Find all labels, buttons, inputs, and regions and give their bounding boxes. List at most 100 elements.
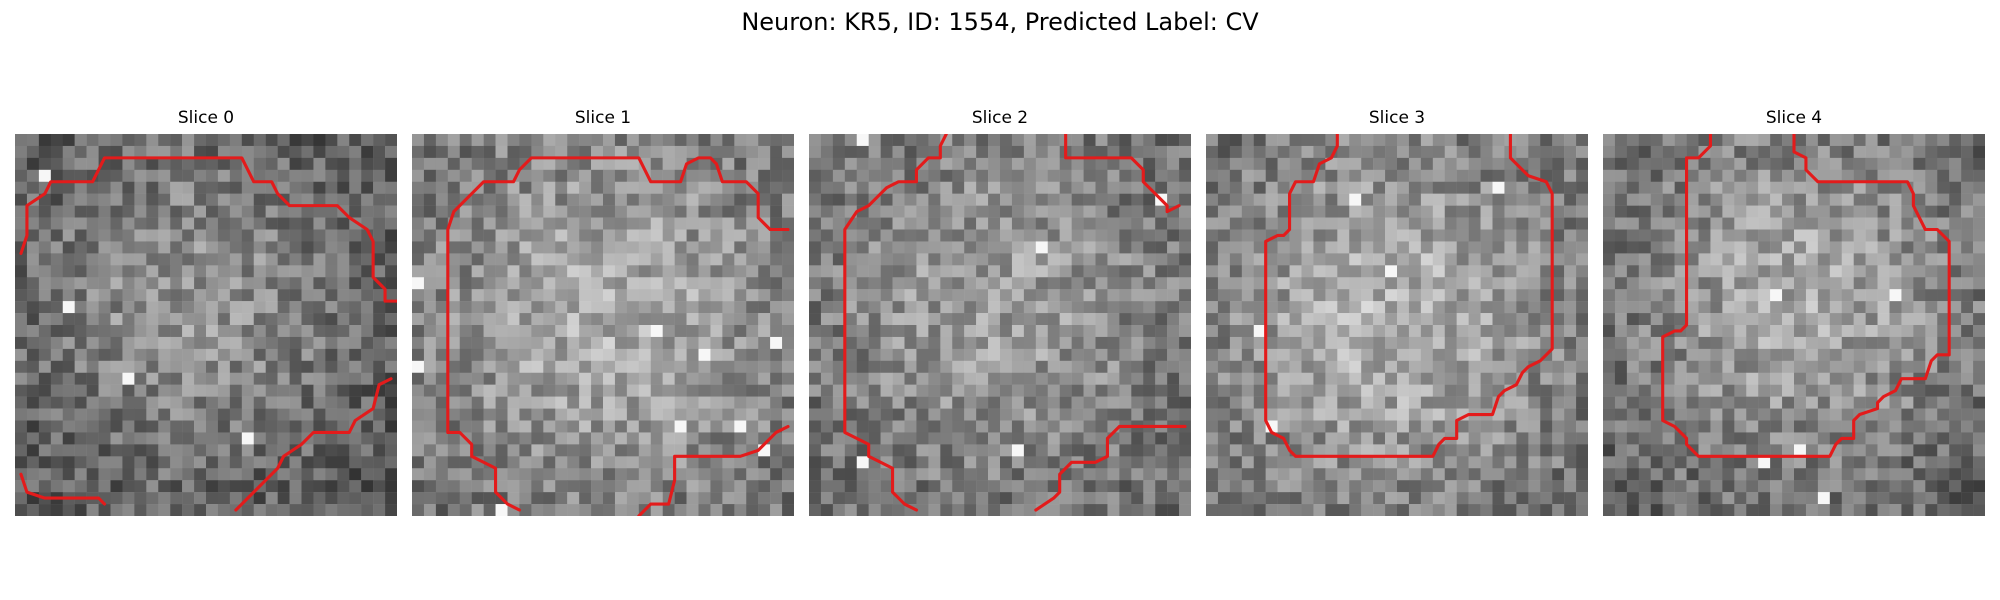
pixel — [1385, 217, 1398, 230]
pixel — [1119, 384, 1132, 397]
pixel — [301, 301, 314, 314]
pixel — [217, 480, 231, 493]
pixel — [809, 384, 822, 397]
pixel — [1337, 193, 1350, 206]
pixel — [1179, 277, 1191, 290]
pixel — [74, 253, 87, 266]
pixel — [447, 492, 460, 505]
pixel — [1913, 348, 1926, 362]
pixel — [423, 205, 437, 218]
pixel — [1734, 456, 1747, 469]
pixel — [856, 372, 869, 385]
pixel — [241, 408, 254, 421]
pixel — [1913, 241, 1926, 254]
pixel — [543, 492, 556, 505]
pixel — [1349, 193, 1362, 206]
pixel — [435, 468, 449, 481]
pixel — [265, 456, 278, 469]
pixel — [650, 408, 663, 421]
pixel — [1408, 181, 1422, 194]
pixel — [626, 277, 640, 290]
pixel — [1889, 336, 1902, 350]
pixel — [253, 301, 266, 314]
pixel — [182, 181, 195, 194]
pixel — [1889, 360, 1902, 373]
pixel — [1937, 217, 1950, 230]
pixel — [782, 468, 794, 481]
pixel — [313, 134, 326, 147]
pixel — [1480, 301, 1493, 314]
pixel — [579, 325, 592, 338]
pixel — [531, 360, 544, 373]
pixel — [495, 253, 508, 266]
pixel — [758, 193, 771, 206]
pixel — [734, 325, 747, 338]
pixel — [1000, 277, 1013, 290]
pixel — [928, 253, 941, 266]
pixel — [519, 336, 532, 350]
pixel — [1949, 277, 1962, 290]
pixel — [1901, 301, 1914, 314]
pixel — [820, 313, 834, 326]
pixel — [435, 432, 449, 445]
pixel — [1000, 205, 1013, 218]
pixel — [940, 396, 953, 409]
pixel — [1674, 205, 1687, 218]
pixel — [1217, 205, 1231, 218]
pixel — [158, 217, 171, 230]
pixel — [809, 313, 822, 326]
pixel — [412, 181, 425, 194]
pixel — [86, 480, 99, 493]
pixel — [277, 145, 290, 159]
pixel — [1385, 325, 1398, 338]
pixel — [674, 313, 687, 326]
pixel — [182, 241, 195, 254]
pixel — [856, 134, 869, 147]
pixel — [182, 289, 195, 302]
pixel — [531, 504, 544, 516]
pixel — [423, 313, 437, 326]
pixel — [62, 348, 75, 362]
pixel — [1540, 456, 1553, 469]
pixel — [782, 480, 794, 493]
pixel — [746, 145, 759, 159]
pixel — [662, 360, 675, 373]
pixel — [1650, 348, 1663, 362]
pixel — [1229, 480, 1243, 493]
pixel — [325, 444, 338, 457]
pixel — [916, 193, 929, 206]
pixel — [423, 229, 437, 242]
pixel — [26, 468, 40, 481]
pixel — [1277, 205, 1290, 218]
pixel — [253, 456, 266, 469]
pixel — [313, 336, 326, 350]
pixel — [1468, 134, 1481, 147]
pixel — [1961, 205, 1974, 218]
pixel — [385, 193, 397, 206]
pixel — [1865, 325, 1878, 338]
pixel — [1638, 265, 1651, 278]
pixel — [734, 301, 747, 314]
pixel — [1734, 229, 1747, 242]
pixel — [952, 480, 965, 493]
pixel — [1614, 145, 1628, 159]
pixel — [1492, 265, 1505, 278]
pixel — [206, 265, 219, 278]
pixel — [337, 408, 350, 421]
pixel — [1083, 336, 1096, 350]
pixel — [856, 420, 869, 433]
pixel — [650, 181, 663, 194]
pixel — [229, 432, 243, 445]
pixel — [856, 456, 869, 469]
pixel — [1047, 241, 1060, 254]
pixel — [38, 301, 52, 314]
pixel — [1674, 253, 1687, 266]
pixel — [662, 420, 675, 433]
pixel — [1432, 134, 1445, 147]
pixel — [1131, 336, 1144, 350]
pixel — [361, 325, 374, 338]
pixel — [555, 157, 568, 171]
pixel — [1865, 205, 1878, 218]
pixel — [567, 480, 580, 493]
pixel — [146, 265, 159, 278]
